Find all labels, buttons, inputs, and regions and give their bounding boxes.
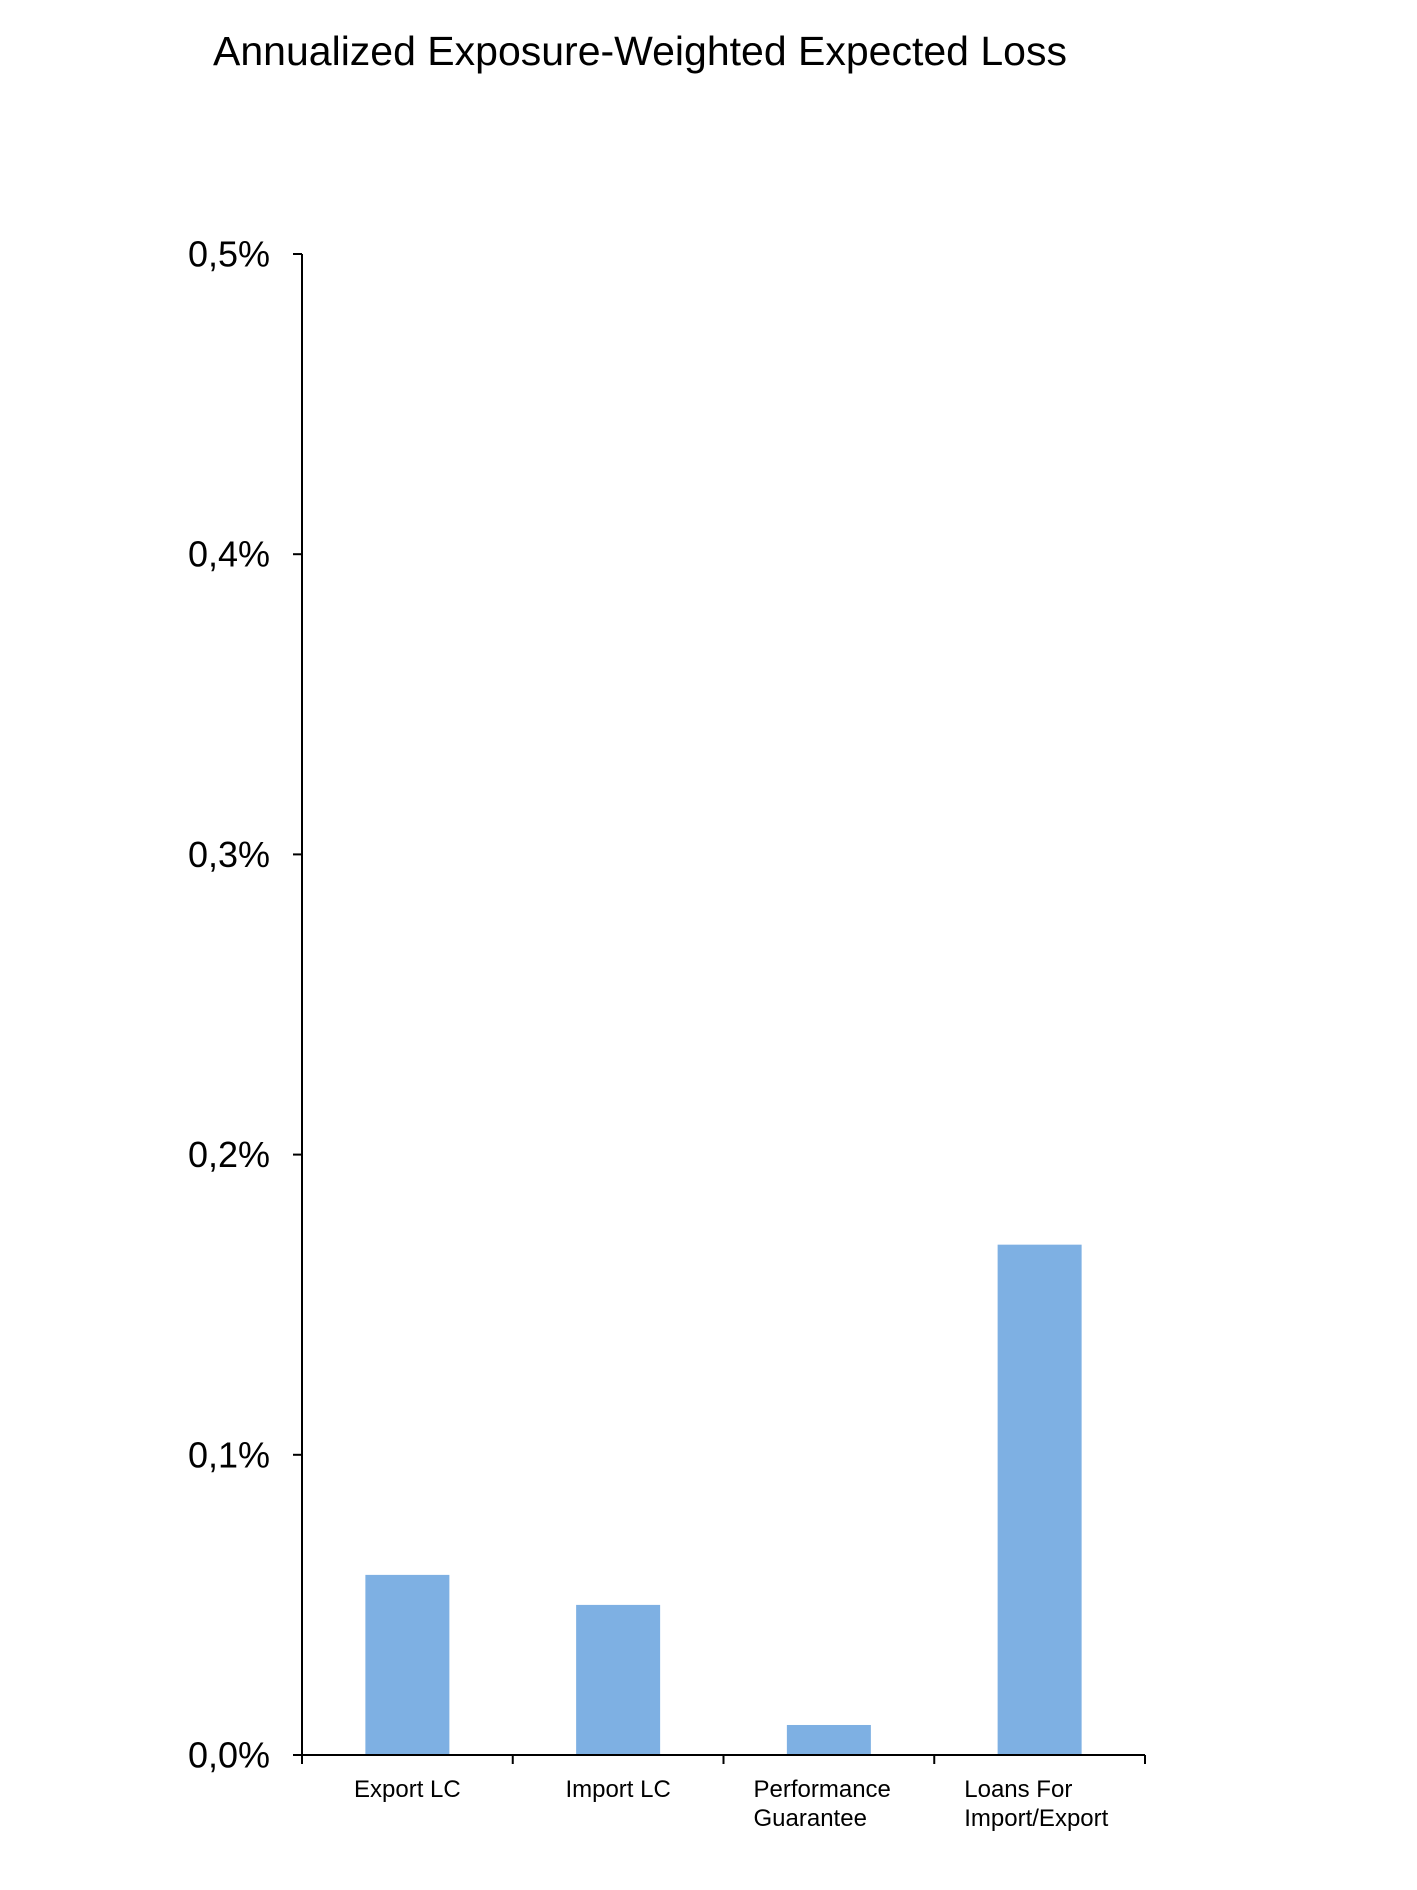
y-tick-label: 0,0% xyxy=(188,1735,270,1776)
y-tick-label: 0,3% xyxy=(188,834,270,875)
x-tick-labels: Export LC Import LC Performance Guarantee Lo… xyxy=(354,1776,1109,1832)
bars-group xyxy=(365,1244,1082,1755)
x-tick-label: Export LC xyxy=(354,1776,461,1803)
y-tick-labels: 0,0% 0,1% 0,2% 0,3% 0,4% 0,5% xyxy=(188,234,270,1776)
y-tick-label: 0,4% xyxy=(188,534,270,575)
y-tick-label: 0,2% xyxy=(188,1134,270,1175)
x-tick-label: Performance Guarantee xyxy=(754,1776,891,1832)
bar xyxy=(786,1724,871,1755)
x-tick-label: Import LC xyxy=(565,1776,670,1803)
y-tick-label: 0,1% xyxy=(188,1434,270,1475)
bar xyxy=(576,1604,661,1755)
bar xyxy=(365,1574,450,1755)
chart-title: Annualized Exposure-Weighted Expected Lo… xyxy=(213,28,1067,74)
axes-group xyxy=(293,253,1146,1764)
bar xyxy=(997,1244,1082,1755)
x-tick-label: Loans For Import/Export xyxy=(964,1776,1108,1832)
y-tick-label: 0,5% xyxy=(188,234,270,275)
